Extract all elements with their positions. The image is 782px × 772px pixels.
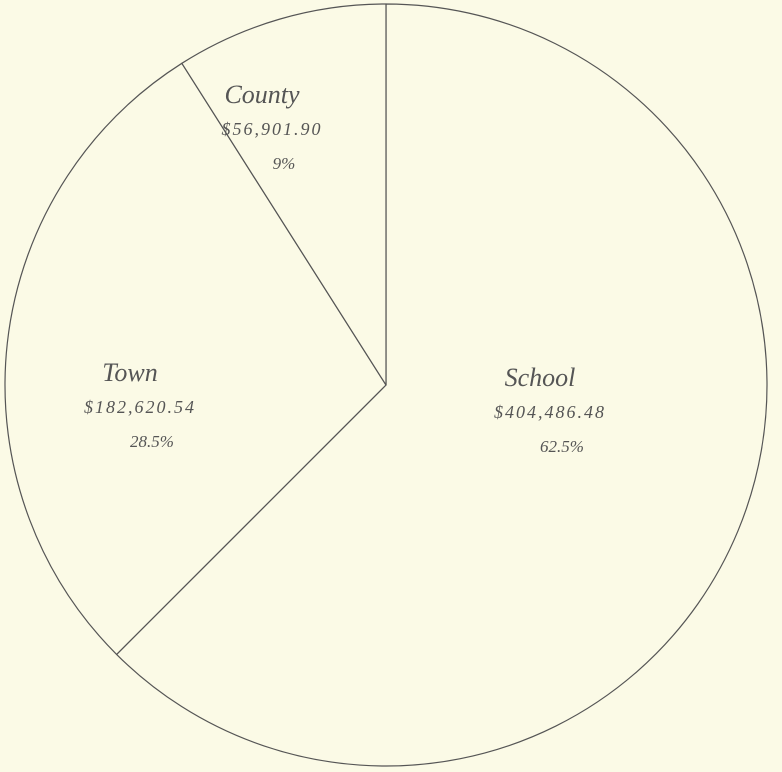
- pie-slice: [4, 62, 387, 656]
- slice-percent: 9%: [273, 154, 296, 173]
- slice-name: Town: [102, 358, 157, 387]
- slice-name: School: [505, 363, 576, 392]
- slice-amount: $404,486.48: [494, 402, 606, 422]
- slice-amount: $182,620.54: [84, 397, 196, 417]
- slice-amount: $56,901.90: [222, 119, 323, 139]
- pie-slice: [181, 3, 387, 386]
- slice-percent: 28.5%: [130, 432, 174, 451]
- pie-slice: [115, 3, 768, 767]
- slice-name: County: [224, 80, 300, 109]
- slice-percent: 62.5%: [540, 437, 584, 456]
